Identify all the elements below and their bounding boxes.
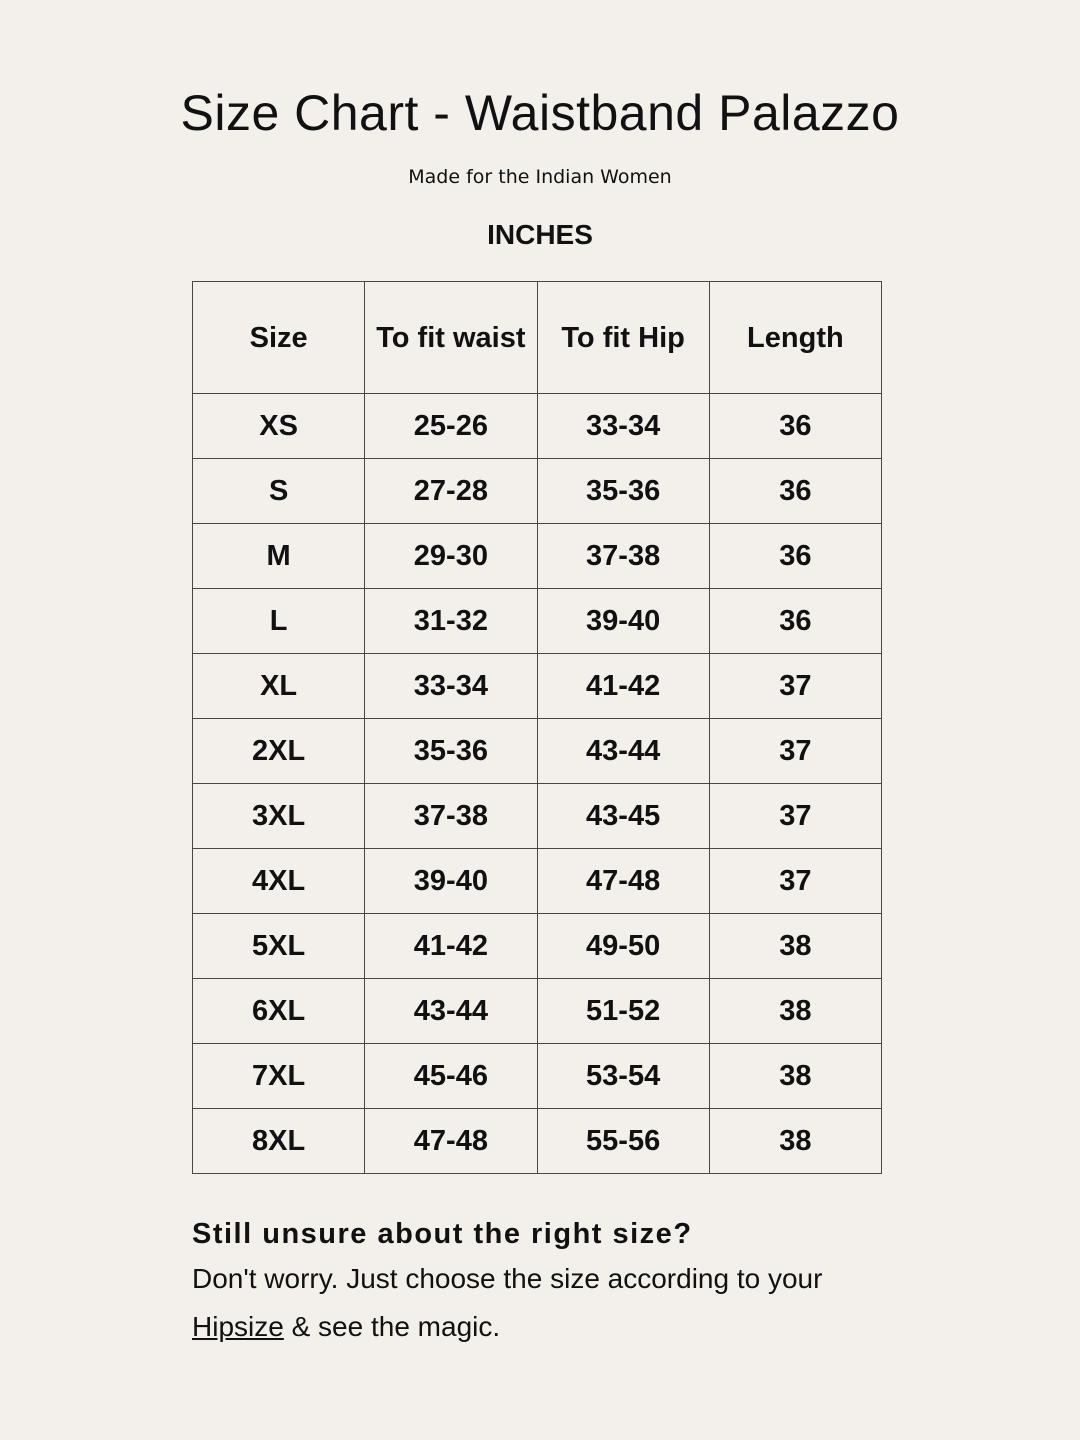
cell-hip: 53-54	[536, 1043, 710, 1109]
cell-size: S	[191, 458, 366, 524]
page-title: Size Chart - Waistband Palazzo	[180, 85, 900, 141]
note-body: Don't worry. Just choose the size accord…	[192, 1255, 912, 1351]
cell-waist: 43-44	[364, 978, 538, 1044]
cell-size: 7XL	[191, 1043, 366, 1109]
table-row: 2XL 35-36 43-44 37	[191, 718, 883, 784]
cell-hip: 47-48	[536, 848, 710, 914]
header-hip: To fit Hip	[536, 281, 710, 394]
cell-size: 2XL	[191, 718, 366, 784]
cell-waist: 47-48	[364, 1108, 538, 1174]
cell-hip: 37-38	[536, 523, 710, 589]
cell-waist: 25-26	[364, 393, 538, 459]
table-row: M 29-30 37-38 36	[191, 523, 883, 589]
cell-hip: 39-40	[536, 588, 710, 654]
cell-waist: 41-42	[364, 913, 538, 979]
cell-waist: 39-40	[364, 848, 538, 914]
cell-length: 38	[708, 978, 883, 1044]
header-length: Length	[708, 281, 883, 394]
cell-size: XS	[191, 393, 366, 459]
cell-hip: 43-44	[536, 718, 710, 784]
cell-size: 6XL	[191, 978, 366, 1044]
cell-hip: 49-50	[536, 913, 710, 979]
table-row: 3XL 37-38 43-45 37	[191, 783, 883, 849]
help-note: Still unsure about the right size? Don't…	[192, 1218, 912, 1351]
cell-length: 36	[708, 588, 883, 654]
cell-waist: 35-36	[364, 718, 538, 784]
table-row: 4XL 39-40 47-48 37	[191, 848, 883, 914]
hipsize-link[interactable]: Hipsize	[192, 1311, 284, 1342]
cell-length: 38	[708, 1043, 883, 1109]
cell-waist: 27-28	[364, 458, 538, 524]
header-size: Size	[191, 281, 366, 394]
cell-size: XL	[191, 653, 366, 719]
cell-length: 36	[708, 393, 883, 459]
cell-waist: 45-46	[364, 1043, 538, 1109]
cell-size: 4XL	[191, 848, 366, 914]
cell-waist: 37-38	[364, 783, 538, 849]
cell-size: M	[191, 523, 366, 589]
note-text: Don't worry. Just choose the size accord…	[192, 1263, 823, 1294]
note-heading: Still unsure about the right size?	[192, 1218, 693, 1250]
table-row: 6XL 43-44 51-52 38	[191, 978, 883, 1044]
cell-waist: 33-34	[364, 653, 538, 719]
cell-length: 37	[708, 783, 883, 849]
unit-label: INCHES	[487, 219, 593, 250]
cell-length: 38	[708, 913, 883, 979]
cell-hip: 51-52	[536, 978, 710, 1044]
cell-hip: 41-42	[536, 653, 710, 719]
cell-length: 37	[708, 718, 883, 784]
cell-length: 36	[708, 458, 883, 524]
size-table: Size To fit waist To fit Hip Length XS 25…	[191, 281, 883, 1174]
subtitle: Made for the Indian Women	[408, 166, 672, 188]
header-waist: To fit waist	[364, 281, 538, 394]
table-row: 8XL 47-48 55-56 38	[191, 1108, 883, 1174]
table-row: S 27-28 35-36 36	[191, 458, 883, 524]
cell-size: 3XL	[191, 783, 366, 849]
table-row: XL 33-34 41-42 37	[191, 653, 883, 719]
cell-hip: 43-45	[536, 783, 710, 849]
table-row: XS 25-26 33-34 36	[191, 393, 883, 459]
cell-size: 8XL	[191, 1108, 366, 1174]
cell-size: 5XL	[191, 913, 366, 979]
note-text-end: & see the magic.	[283, 1311, 501, 1342]
cell-length: 38	[708, 1108, 883, 1174]
cell-waist: 29-30	[364, 523, 538, 589]
cell-hip: 35-36	[536, 458, 710, 524]
table-row: L 31-32 39-40 36	[191, 588, 883, 654]
cell-size: L	[191, 588, 366, 654]
cell-hip: 33-34	[536, 393, 710, 459]
cell-waist: 31-32	[364, 588, 538, 654]
cell-length: 37	[708, 653, 883, 719]
cell-length: 36	[708, 523, 883, 589]
table-row: 7XL 45-46 53-54 38	[191, 1043, 883, 1109]
cell-hip: 55-56	[536, 1108, 710, 1174]
header-row: Size To fit waist To fit Hip Length	[191, 281, 883, 394]
table-row: 5XL 41-42 49-50 38	[191, 913, 883, 979]
cell-length: 37	[708, 848, 883, 914]
